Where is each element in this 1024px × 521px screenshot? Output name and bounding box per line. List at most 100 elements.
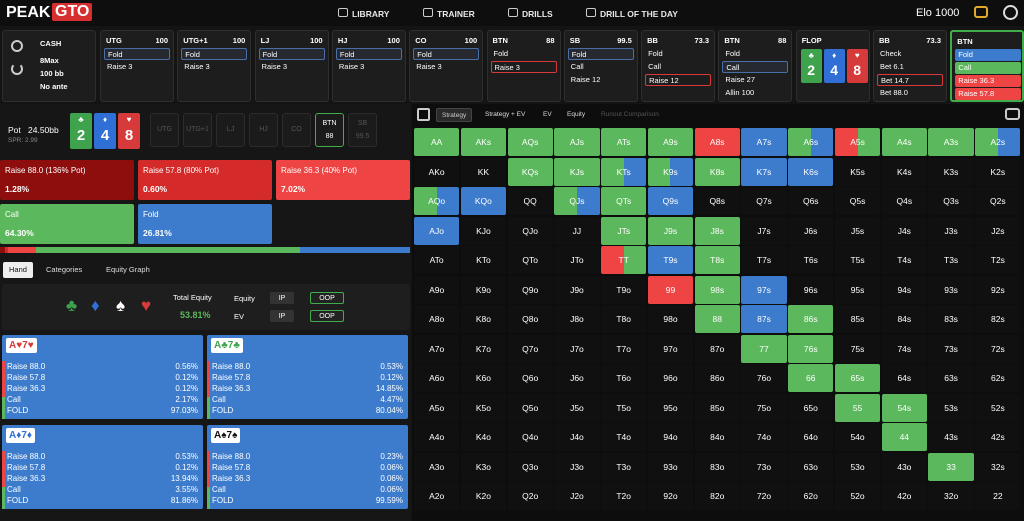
hand-cell[interactable]: Q5o (507, 393, 553, 422)
hand-cell[interactable]: A6s (788, 128, 834, 157)
hand-cell[interactable]: A2s (975, 128, 1021, 157)
hand-cell[interactable]: T2o (601, 482, 647, 511)
seat[interactable]: HJ (249, 113, 278, 147)
hand-cell[interactable]: 95o (647, 393, 694, 422)
hand-cell[interactable]: J5s (834, 216, 881, 245)
hand-cell[interactable]: J5o (554, 393, 600, 422)
nav-link[interactable]: DRILLS (522, 9, 553, 19)
strategy-box[interactable]: Raise 57.8 (80% Pot) 0.60% (138, 160, 272, 200)
hand-cell[interactable]: 92s (975, 275, 1021, 304)
hand-card[interactable]: A♥7♥ Raise 88.0 0.56% Raise 57.8 0.12% Raise … (2, 335, 203, 419)
hand-cell[interactable]: 63o (788, 452, 834, 481)
hand-cell[interactable]: T5o (601, 393, 647, 422)
view-tab[interactable]: Strategy + EV (485, 111, 526, 118)
hand-cell[interactable]: A7s (741, 128, 787, 157)
hand-cell[interactable]: T3s (928, 246, 974, 275)
hand-cell[interactable]: K9o (460, 275, 507, 304)
hand-cell[interactable]: Q9o (507, 275, 553, 304)
view-tab[interactable]: EV (543, 111, 552, 118)
strategy-box[interactable]: Fold 26.81% (138, 204, 272, 244)
action-option[interactable]: Fold (335, 48, 402, 60)
hand-cell[interactable]: T8o (601, 305, 647, 334)
hand-cell[interactable]: A5o (414, 393, 460, 422)
action-card[interactable]: FLOP ♣ 2 ♦ 4 ♥ 8 (795, 30, 870, 102)
suit-filter[interactable]: ♠ (116, 296, 126, 315)
nav-link[interactable]: DRILL OF THE DAY (600, 9, 678, 19)
strategy-box[interactable]: Raise 36.3 (40% Pot) 7.02% (276, 160, 410, 200)
hand-cell[interactable]: KTs (601, 157, 647, 186)
hand-cell[interactable]: 96s (788, 275, 834, 304)
oop-toggle[interactable]: OOP (310, 310, 344, 322)
hand-cell[interactable]: J7s (741, 216, 787, 245)
hand-cell[interactable]: 44 (881, 423, 927, 452)
action-option[interactable]: Call (955, 62, 1022, 74)
action-card[interactable]: CO 100 Fold Raise 3 (409, 30, 484, 102)
hand-cell[interactable]: K8s (694, 157, 740, 186)
hand-card[interactable]: A♠7♠ Raise 88.0 0.23% Raise 57.8 0.06% Raise … (207, 425, 408, 509)
action-card[interactable]: HJ 100 Fold Raise 3 (331, 30, 406, 102)
hand-cell[interactable]: QTo (507, 246, 553, 275)
hand-cell[interactable]: 86o (694, 364, 740, 393)
action-option[interactable]: Fold (181, 48, 248, 60)
action-option[interactable]: Raise 3 (107, 62, 133, 71)
hand-cell[interactable]: 22 (975, 482, 1021, 511)
action-option[interactable]: Fold (493, 49, 509, 58)
hand-cell[interactable]: 52s (975, 393, 1021, 422)
hand-cell[interactable]: 53o (834, 452, 881, 481)
hand-cell[interactable]: T4s (881, 246, 927, 275)
hand-cell[interactable]: 84o (694, 423, 740, 452)
hand-cell[interactable]: 65o (788, 393, 834, 422)
action-card[interactable]: BB 73.3 Check Bet 6.1 Bet 14.7 Bet 88.0 (873, 30, 947, 102)
hand-cell[interactable]: 42o (881, 482, 927, 511)
hand-cell[interactable]: A3s (928, 128, 974, 157)
hand-cell[interactable]: 66 (788, 364, 834, 393)
action-option[interactable]: Fold (955, 49, 1022, 61)
hand-cell[interactable]: 43s (928, 423, 974, 452)
hand-cell[interactable]: KJo (460, 216, 507, 245)
action-option[interactable]: Raise 36.3 (955, 75, 1022, 87)
hand-cell[interactable]: 85o (694, 393, 740, 422)
seat[interactable]: CO (282, 113, 311, 147)
nav-link[interactable]: TRAINER (437, 9, 475, 19)
action-option[interactable]: Check (880, 49, 902, 58)
hand-cell[interactable]: Q7s (741, 187, 787, 216)
hand-cell[interactable]: A6o (414, 364, 460, 393)
seat[interactable]: LJ (216, 113, 245, 147)
hand-cell[interactable]: 43o (881, 452, 927, 481)
hand-cell[interactable]: JTs (601, 216, 647, 245)
hand-cell[interactable]: QQ (507, 187, 553, 216)
hand-cell[interactable]: Q7o (507, 334, 553, 363)
hand-cell[interactable]: T7o (601, 334, 647, 363)
hand-cell[interactable]: T5s (834, 246, 881, 275)
ip-toggle[interactable]: IP (270, 310, 294, 322)
hand-cell[interactable]: 32s (975, 452, 1021, 481)
hand-cell[interactable]: 74s (881, 334, 927, 363)
hand-cell[interactable]: 33 (928, 452, 974, 481)
hand-cell[interactable]: T9o (601, 275, 647, 304)
tab[interactable]: Equity Graph (106, 265, 150, 274)
hand-cell[interactable]: 92o (647, 482, 694, 511)
action-option[interactable]: Fold (725, 49, 740, 58)
hand-cell[interactable]: KTo (460, 246, 507, 275)
seat[interactable]: UTG+1 (183, 113, 212, 147)
hand-cell[interactable]: J9s (647, 216, 694, 245)
action-option[interactable]: Raise 3 (184, 62, 210, 71)
strategy-box[interactable]: Raise 88.0 (136% Pot) 1.28% (0, 160, 134, 200)
hand-cell[interactable]: 73s (928, 334, 974, 363)
hand-cell[interactable]: 82o (694, 482, 740, 511)
hand-cell[interactable]: TT (601, 246, 647, 275)
action-card[interactable]: BB 73.3 Fold Call Raise 12 (641, 30, 716, 102)
hand-cell[interactable]: 64o (788, 423, 834, 452)
hand-cell[interactable]: Q9s (647, 187, 694, 216)
suit-filter[interactable]: ♦ (91, 296, 100, 315)
hand-cell[interactable]: KQo (460, 187, 507, 216)
hand-cell[interactable]: 55 (834, 393, 881, 422)
hand-cell[interactable]: T9s (647, 246, 694, 275)
ip-toggle[interactable]: IP (270, 292, 294, 304)
action-option[interactable]: Call (570, 62, 584, 71)
hand-cell[interactable]: Q2o (507, 482, 553, 511)
hand-cell[interactable]: A9s (647, 128, 694, 157)
hand-cell[interactable]: J8o (554, 305, 600, 334)
hand-cell[interactable]: 93s (928, 275, 974, 304)
settings-icon[interactable] (11, 40, 23, 52)
